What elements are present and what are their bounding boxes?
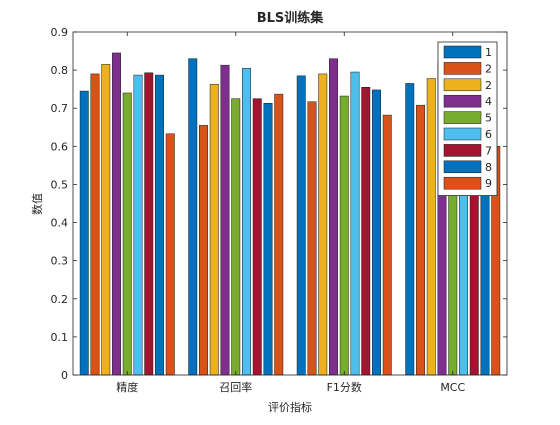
legend-label-6: 6: [485, 128, 492, 141]
y-tick-label: 0.4: [51, 217, 69, 230]
legend-swatch-5: [443, 111, 482, 124]
bar-series-8-cat-1: [155, 74, 164, 376]
legend-swatch-2: [443, 62, 482, 75]
bar-series-7-cat-3: [361, 87, 371, 376]
x-tick-label: F1分数: [327, 381, 362, 394]
x-axis-label: 评价指标: [268, 400, 312, 414]
bar-series-1-cat-3: [296, 75, 306, 376]
bar-series-5-cat-1: [122, 92, 132, 376]
legend-label-7: 7: [485, 144, 492, 157]
bar-series-3-cat-1: [101, 64, 111, 376]
y-tick-label: 0: [61, 369, 68, 382]
bar-series-7-cat-1: [144, 72, 154, 376]
y-tick-label: 0.5: [51, 178, 69, 191]
plot-frame: [72, 31, 508, 376]
bar-series-8-cat-3: [372, 89, 381, 376]
legend-label-9: 9: [485, 177, 492, 190]
bar-series-8-cat-2: [263, 103, 273, 376]
bar-series-6-cat-3: [350, 71, 360, 376]
y-axis-label: 数值: [31, 193, 44, 215]
y-tick-label: 0.2: [51, 293, 69, 306]
legend-swatch-9: [443, 176, 482, 190]
chart-title: BLS训练集: [257, 10, 325, 26]
legend-label-3: 2: [485, 79, 492, 92]
y-tick-label: 0.1: [51, 331, 69, 344]
y-tick-label: 0.3: [51, 255, 69, 268]
y-tick-label: 0.6: [51, 140, 69, 153]
bar-series-3-cat-4: [426, 78, 436, 376]
bar-series-2-cat-4: [416, 104, 425, 376]
legend-swatch-7: [443, 144, 482, 157]
legend-swatch-8: [443, 160, 482, 174]
legend-swatch-6: [443, 127, 482, 141]
legend-label-2: 2: [485, 62, 492, 75]
bar-series-1-cat-4: [405, 83, 415, 376]
bar-series-4-cat-2: [220, 64, 230, 376]
x-tick-label: 精度: [116, 380, 138, 394]
legend-swatch-3: [443, 78, 482, 92]
y-tick-label: 0.9: [51, 26, 69, 39]
y-tick-label: 0.8: [51, 64, 69, 77]
bar-series-2-cat-2: [199, 125, 208, 376]
bar-series-5-cat-2: [231, 98, 241, 376]
bar-series-1-cat-1: [79, 90, 89, 376]
bar-series-9-cat-3: [382, 114, 392, 376]
bar-series-4-cat-3: [329, 58, 338, 376]
axes-layer: 精度 召回率 F1分数 MCC 0 0.1 0.2 0.3 0.4 0.5 0.6 0.7 0.8 0.9: [51, 26, 508, 394]
bars-layer: [79, 52, 501, 376]
legend-swatch-4: [443, 94, 482, 108]
bar-series-4-cat-1: [112, 52, 121, 376]
bar-series-9-cat-1: [165, 133, 175, 376]
bar-series-6-cat-2: [242, 67, 251, 376]
bar-series-9-cat-2: [274, 93, 284, 376]
legend-swatch-1: [443, 45, 482, 59]
bar-series-7-cat-2: [252, 98, 262, 376]
legend: 1 2 2 4 5 6 7 8 9: [437, 41, 498, 197]
bar-series-3-cat-2: [209, 83, 219, 376]
bar-series-1-cat-2: [188, 58, 198, 376]
legend-label-4: 4: [485, 95, 492, 108]
legend-label-5: 5: [485, 112, 492, 125]
bar-series-6-cat-1: [133, 74, 143, 376]
legend-label-8: 8: [485, 161, 492, 174]
bar-series-5-cat-3: [339, 95, 349, 376]
y-tick-label: 0.7: [51, 102, 69, 115]
x-tick-label: MCC: [440, 381, 465, 394]
legend-label-1: 1: [485, 46, 492, 59]
bar-series-3-cat-3: [318, 73, 328, 376]
bar-series-2-cat-3: [307, 101, 317, 376]
bar-series-2-cat-1: [90, 73, 100, 376]
x-tick-label: 召回率: [219, 380, 252, 394]
